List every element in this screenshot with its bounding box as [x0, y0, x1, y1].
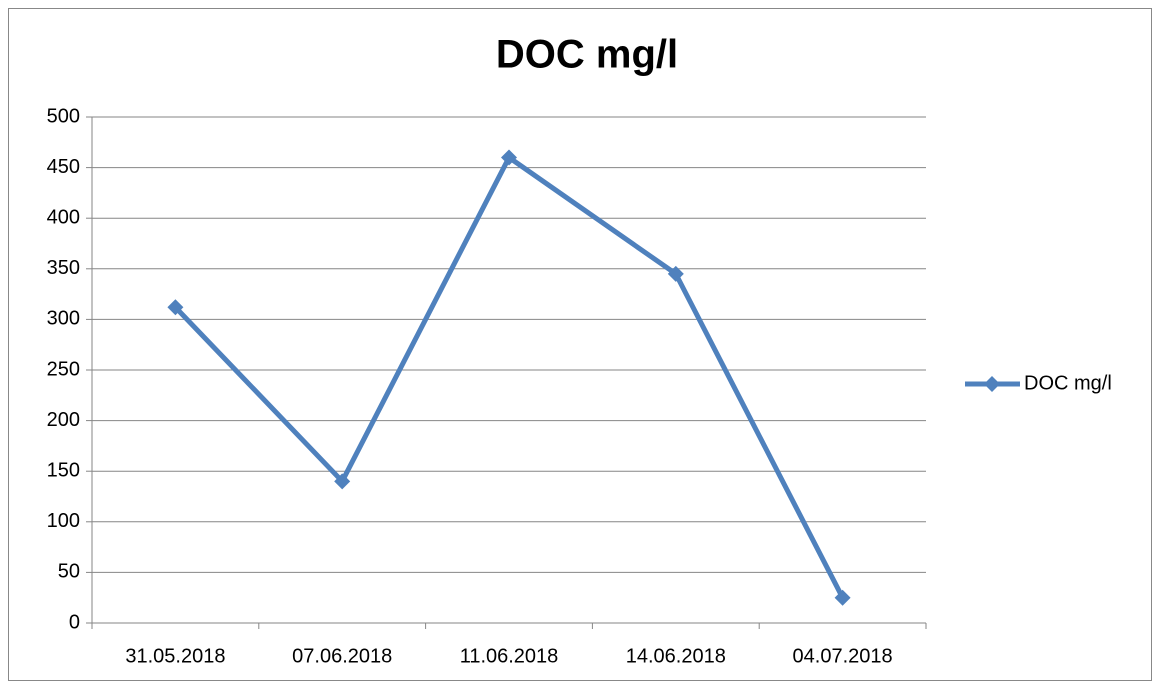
y-tick-label: 50	[58, 561, 80, 583]
y-tick-label: 100	[47, 510, 80, 532]
chart-title: DOC mg/l	[496, 33, 678, 77]
marker	[501, 149, 517, 166]
y-tick-label: 300	[47, 308, 80, 330]
y-tick-label: 500	[47, 105, 80, 127]
y-tick-label: 0	[69, 611, 80, 633]
marker	[667, 265, 684, 282]
y-tick-label: 450	[47, 156, 80, 178]
marker	[834, 589, 851, 606]
y-tick-label: 200	[47, 409, 80, 431]
x-tick-label: 04.07.2018	[793, 645, 893, 667]
x-tick-label: 11.06.2018	[460, 645, 559, 667]
chart-border	[8, 8, 1152, 681]
marker	[984, 376, 1000, 392]
marker	[334, 473, 351, 490]
x-tick-label: 14.06.2018	[626, 645, 726, 667]
x-tick-label: 31.05.2018	[125, 645, 225, 667]
y-tick-label: 250	[47, 358, 80, 380]
y-tick-label: 350	[47, 257, 80, 279]
y-tick-label: 400	[47, 206, 80, 228]
legend-label: DOC mg/l	[1024, 372, 1112, 394]
marker	[167, 299, 184, 316]
y-tick-label: 150	[47, 459, 80, 481]
x-tick-label: 07.06.2018	[292, 645, 392, 667]
